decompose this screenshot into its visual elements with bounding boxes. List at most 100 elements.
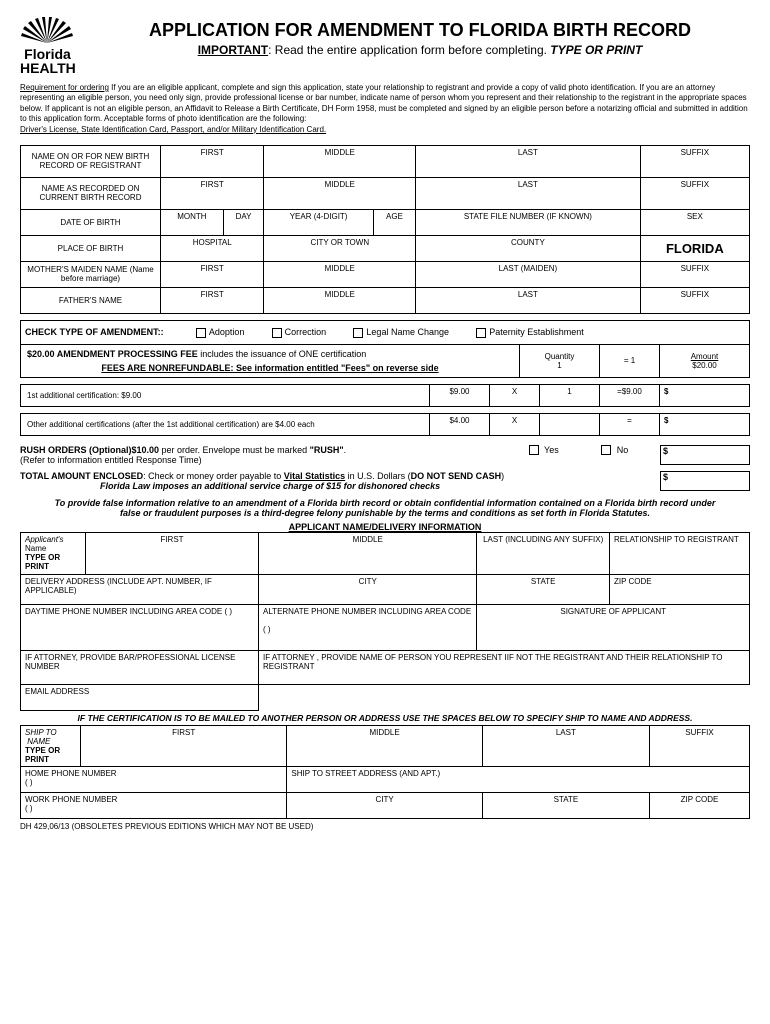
addl-cert-2: Other additional certifications (after t…: [20, 413, 750, 436]
rush-yes[interactable]: Yes: [529, 445, 559, 455]
app-first: FIRST: [90, 535, 254, 544]
vital-stats: Vital Statistics: [284, 471, 345, 481]
col-first: FIRST: [165, 148, 259, 157]
addl1-x: X: [490, 384, 540, 406]
opt-paternity[interactable]: Paternity Establishment: [476, 327, 584, 338]
addl-cert-1: 1st additional certification: $9.00 $9.0…: [20, 384, 750, 407]
app-atty1: IF ATTORNEY, PROVIDE BAR/PROFESSIONAL LI…: [25, 653, 254, 671]
no-cash: DO NOT SEND CASH: [411, 471, 502, 481]
qty-val: 1: [524, 361, 595, 370]
col-age: AGE: [378, 212, 411, 221]
addl1-price: $9.00: [430, 384, 490, 406]
total-row: TOTAL AMOUNT ENCLOSED: Check or money or…: [20, 468, 750, 494]
applicant-table: Applicant's Name TYPE OR PRINT FIRST MID…: [20, 532, 750, 711]
col-month: MONTH: [165, 212, 219, 221]
rush-no[interactable]: No: [601, 445, 628, 455]
addl1-eq: =$9.00: [600, 384, 660, 406]
ship-table: SHIP TO NAME TYPE OR PRINT FIRST MIDDLE …: [20, 725, 750, 819]
row-dob: DATE OF BIRTH: [21, 209, 161, 235]
ship-street: SHIP TO STREET ADDRESS (AND APT.): [291, 769, 745, 778]
ship-paren2: ( ): [25, 804, 282, 813]
rush-label: RUSH ORDERS (Optional)$10.00: [20, 445, 159, 455]
app-sig: SIGNATURE OF APPLICANT: [481, 607, 745, 616]
check-label: CHECK TYPE OF AMENDMENT::: [25, 327, 164, 337]
col-first-2: FIRST: [165, 180, 259, 189]
addl2-price: $4.00: [430, 413, 490, 435]
total-label: TOTAL AMOUNT ENCLOSED: [20, 471, 143, 481]
florida-law: Florida Law imposes an additional servic…: [100, 481, 440, 491]
amt-val: $20.00: [664, 361, 745, 370]
amendment-type-table: CHECK TYPE OF AMENDMENT:: Adoption Corre…: [20, 320, 750, 378]
fee-amount: $20.00 AMENDMENT PROCESSING FEE: [27, 349, 198, 359]
opt-correction[interactable]: Correction: [272, 327, 327, 338]
app-atty2: IF ATTORNEY , PROVIDE NAME OF PERSON YOU…: [263, 653, 745, 671]
app-city: CITY: [263, 577, 472, 586]
col-last-maiden: LAST (MAIDEN): [420, 264, 636, 273]
addl2-dollar[interactable]: $: [664, 416, 668, 425]
total-text2: in U.S. Dollars (: [345, 471, 411, 481]
ship-city: CITY: [291, 795, 477, 804]
total-text1: : Check or money order payable to: [143, 471, 284, 481]
rush-amount-box[interactable]: $: [660, 445, 750, 465]
important-label: IMPORTANT: [198, 43, 268, 57]
subtitle: IMPORTANT: Read the entire application f…: [90, 43, 750, 57]
rush-refer: (Refer to information entitled Response …: [20, 455, 202, 465]
app-day-phone: DAYTIME PHONE NUMBER INCLUDING AREA CODE…: [25, 607, 254, 616]
warning-text: To provide false information relative to…: [20, 494, 750, 522]
opt-adoption[interactable]: Adoption: [196, 327, 245, 338]
row-new-name: NAME ON OR FOR NEW BIRTH RECORD OF REGIS…: [21, 145, 161, 177]
ship-zip: ZIP CODE: [654, 795, 745, 804]
eq1: = 1: [600, 344, 660, 377]
col-last: LAST: [420, 148, 636, 157]
col-first-3: FIRST: [165, 264, 259, 273]
col-year: YEAR (4-DIGIT): [268, 212, 368, 221]
ship-home-phone: HOME PHONE NUMBER: [25, 769, 282, 778]
col-middle-2: MIDDLE: [268, 180, 411, 189]
ship-header: IF THE CERTIFICATION IS TO BE MAILED TO …: [20, 711, 750, 725]
ship-first: FIRST: [85, 728, 282, 737]
ship-paren1: ( ): [25, 778, 282, 787]
subtitle-text: : Read the entire application form befor…: [268, 43, 550, 57]
addl2-eq: =: [600, 413, 660, 435]
ship-suffix: SUFFIX: [654, 728, 745, 737]
app-zip: ZIP CODE: [614, 577, 745, 586]
col-sex: SEX: [645, 212, 745, 221]
addl1-text: 1st additional certification: $9.00: [21, 384, 430, 406]
col-suffix-4: SUFFIX: [645, 290, 745, 299]
col-first-4: FIRST: [165, 290, 259, 299]
col-suffix-2: SUFFIX: [645, 180, 745, 189]
col-state-file: STATE FILE NUMBER (IF KNOWN): [420, 212, 636, 221]
amt-label: Amount: [664, 352, 745, 361]
fee-nonrefundable: FEES ARE NONREFUNDABLE: See information …: [101, 363, 438, 373]
form-footer: DH 429,06/13 (OBSOLETES PREVIOUS EDITION…: [20, 822, 750, 831]
logo-text-2: HEALTH: [20, 61, 75, 75]
rush-text3: "RUSH": [310, 445, 344, 455]
row-mother: MOTHER'S MAIDEN NAME (Name before marria…: [21, 261, 161, 287]
addl1-dollar[interactable]: $: [664, 387, 668, 396]
qty-label: Quantity: [524, 352, 595, 361]
florida-health-logo: Florida HEALTH: [20, 15, 75, 75]
app-state: STATE: [481, 577, 605, 586]
addl1-qty: 1: [540, 384, 600, 406]
row-pob: PLACE OF BIRTH: [21, 235, 161, 261]
col-hospital: HOSPITAL: [165, 238, 259, 247]
applicant-name-label: Applicant's Name TYPE OR PRINT: [21, 533, 86, 575]
ship-to-label: SHIP TO NAME TYPE OR PRINT: [21, 726, 81, 767]
col-middle-4: MIDDLE: [268, 290, 411, 299]
col-suffix: SUFFIX: [645, 148, 745, 157]
registrant-table: NAME ON OR FOR NEW BIRTH RECORD OF REGIS…: [20, 145, 750, 314]
req-ids: Driver's License, State Identification C…: [20, 125, 326, 134]
header: Florida HEALTH APPLICATION FOR AMENDMENT…: [20, 15, 750, 75]
col-day: DAY: [228, 212, 260, 221]
logo-text-1: Florida: [20, 47, 75, 61]
total-amount-box[interactable]: $: [660, 471, 750, 491]
ship-last: LAST: [487, 728, 645, 737]
app-delivery: DELIVERY ADDRESS (INCLUDE APT. NUMBER, I…: [25, 577, 254, 595]
addl2-qty[interactable]: [540, 413, 600, 435]
app-email: EMAIL ADDRESS: [25, 687, 254, 696]
req-label: Requirement for ordering: [20, 83, 109, 92]
florida-cell: FLORIDA: [640, 235, 749, 261]
main-title: APPLICATION FOR AMENDMENT TO FLORIDA BIR…: [90, 20, 750, 41]
rush-text2: per order. Envelope must be marked: [159, 445, 310, 455]
opt-legal-name[interactable]: Legal Name Change: [353, 327, 449, 338]
